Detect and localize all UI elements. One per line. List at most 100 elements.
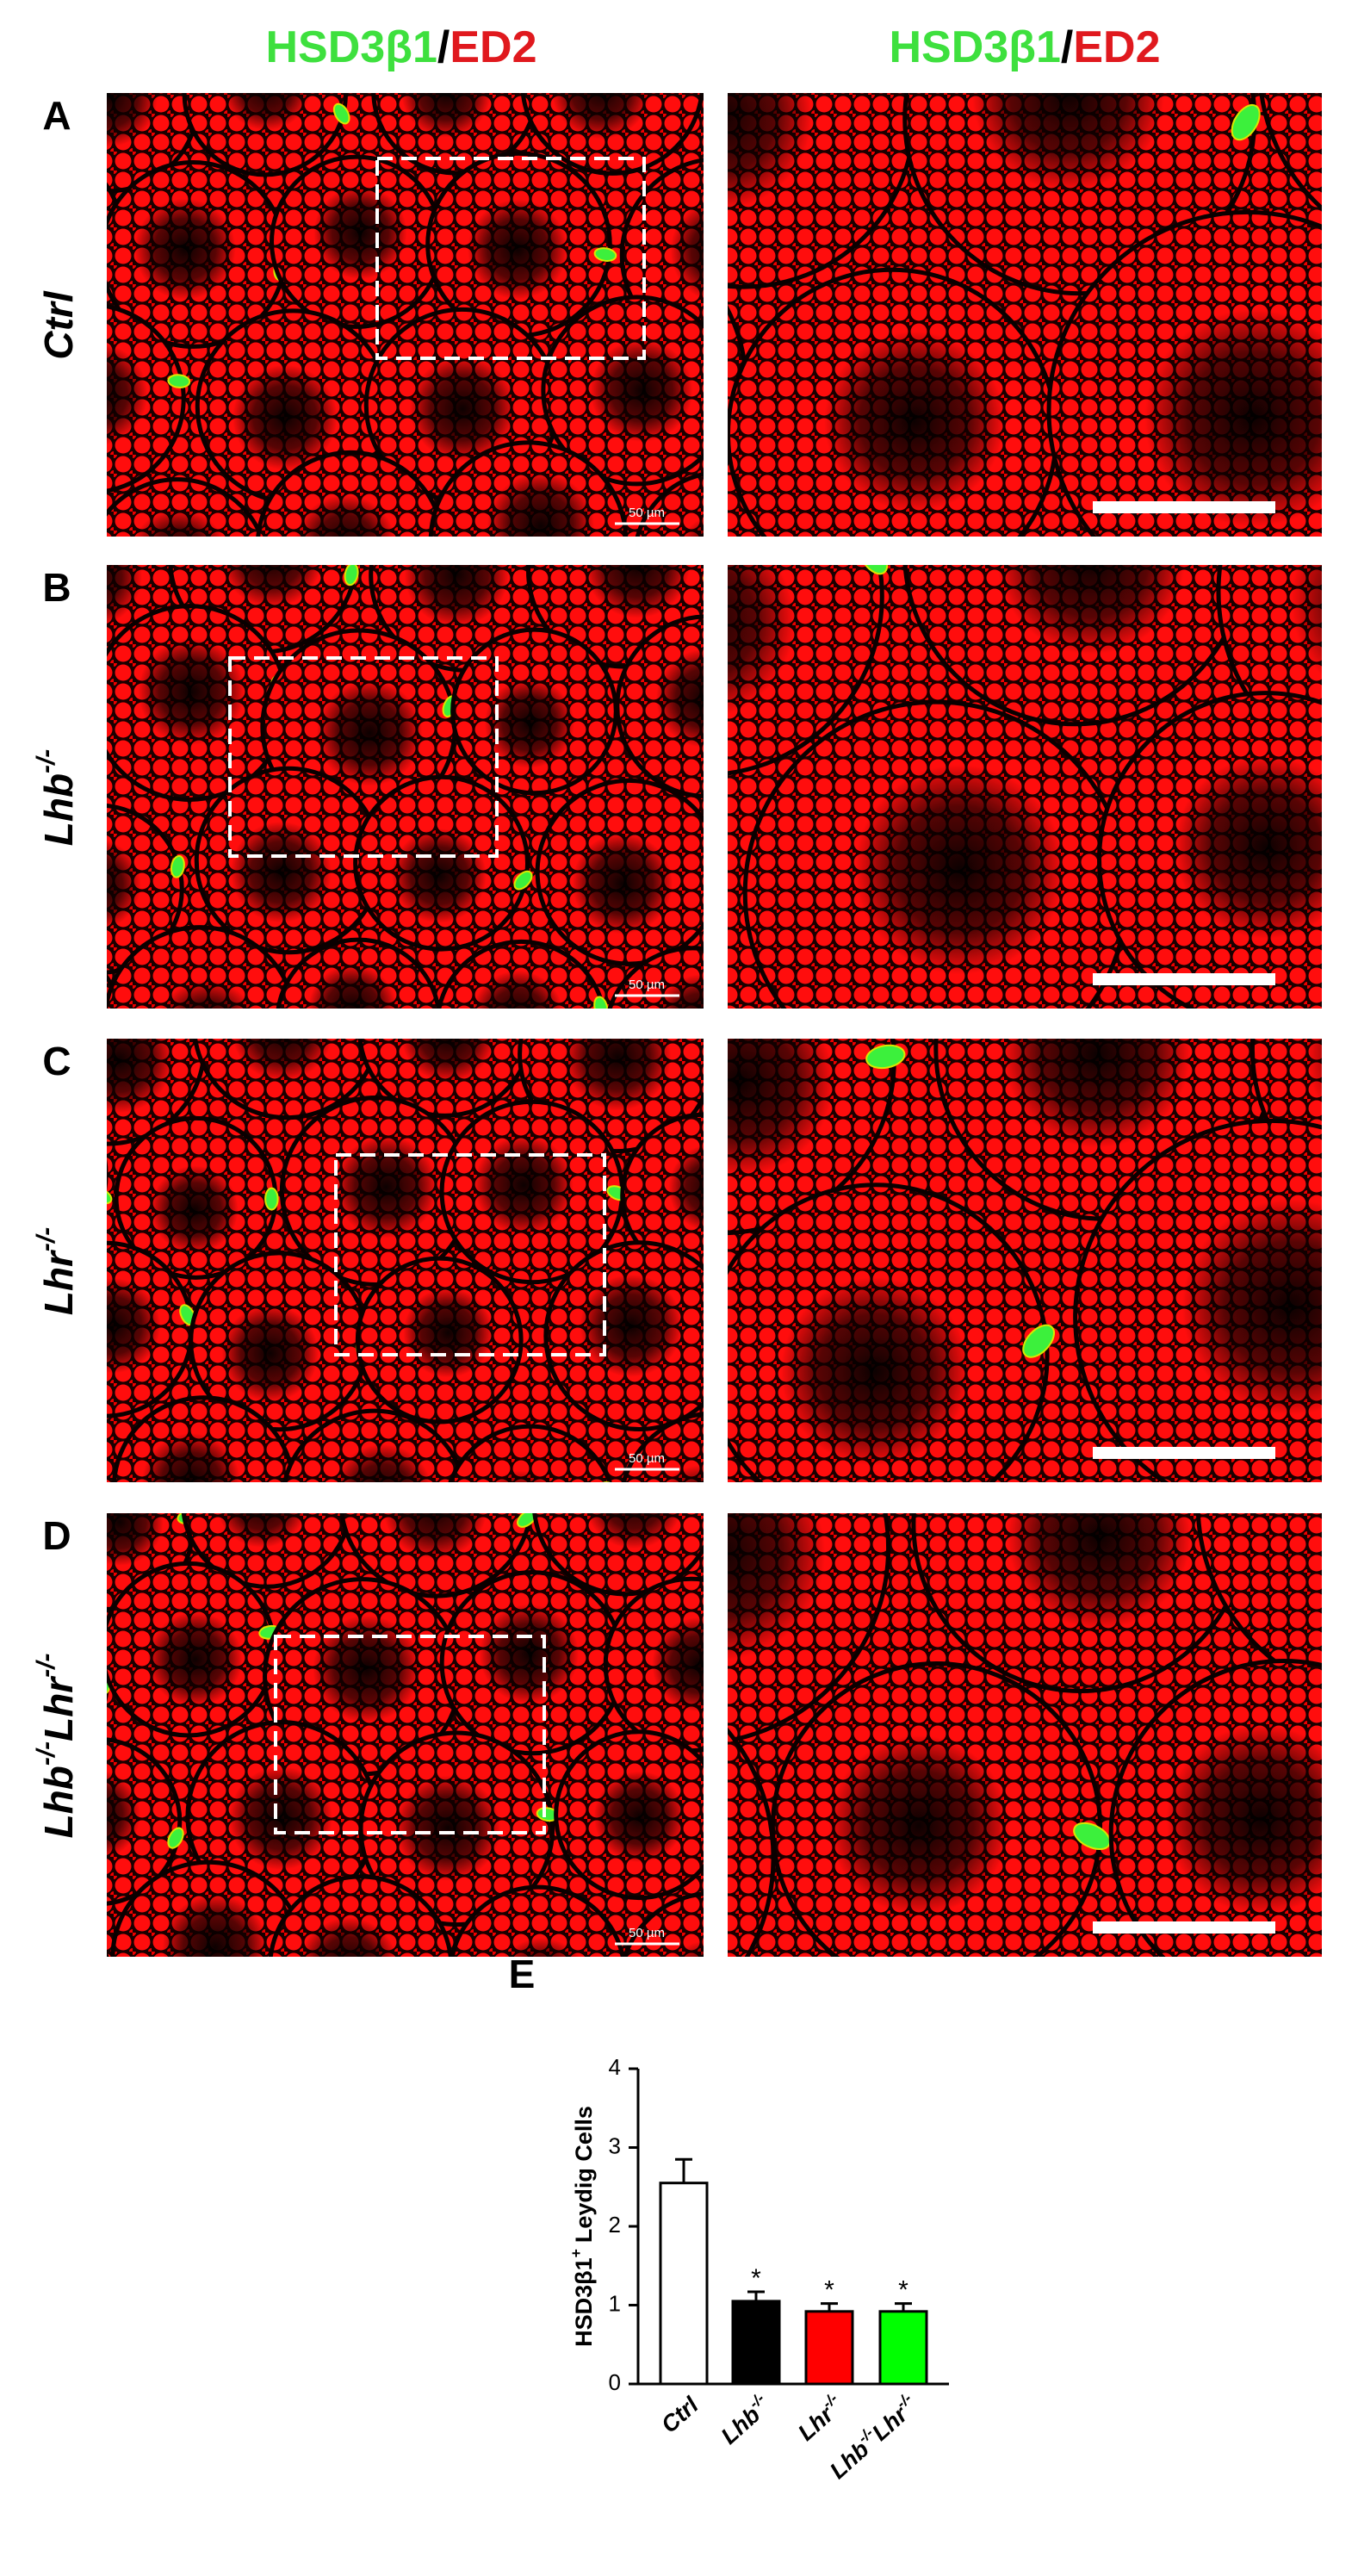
significance-marker: * <box>751 2264 761 2293</box>
y-tick-label: 4 <box>609 2054 621 2080</box>
tubule <box>520 93 704 176</box>
tubule-lumen <box>316 680 423 786</box>
leydig-cell <box>98 537 121 562</box>
tubule <box>1259 93 1322 211</box>
tubule-lumen <box>655 649 704 748</box>
leydig-cell <box>334 1487 358 1511</box>
leydig-cell <box>599 1481 622 1482</box>
superscript: -/- <box>32 749 60 773</box>
tubule-lumen <box>670 201 704 301</box>
tubule-lumen <box>107 1771 141 1859</box>
tubule-lumen <box>780 1276 970 1466</box>
leydig-cell <box>513 870 533 891</box>
tubule-lumen <box>1003 1039 1191 1148</box>
leydig-cell <box>1231 103 1261 141</box>
tubule-lumen <box>0 663 62 763</box>
tubule <box>0 316 10 479</box>
text-part: / <box>1061 22 1073 72</box>
leydig-cell <box>167 374 191 388</box>
tubule-lumen <box>680 517 704 537</box>
y-tick-label: 0 <box>609 2369 621 2395</box>
tubule-lumen <box>823 331 1005 512</box>
tubule-lumen <box>138 638 245 746</box>
leydig-cell <box>86 698 103 722</box>
scale-bar-label: 50 µm <box>629 1926 665 1940</box>
leydig-cell <box>167 1827 184 1849</box>
zoom-box <box>334 1153 606 1356</box>
leydig-cell <box>865 1044 906 1070</box>
tubule-lumen <box>1166 1724 1322 1915</box>
tubule-lumen <box>133 508 224 537</box>
tubule-lumen <box>162 1894 268 1957</box>
tubule-lumen <box>221 1305 319 1402</box>
leydig-cell <box>593 247 617 262</box>
micrograph <box>728 1039 1322 1482</box>
tubule-lumen <box>410 356 516 462</box>
tubule-lumen <box>217 1513 307 1549</box>
text-part: Leydig Cells <box>571 2106 597 2243</box>
leydig-cell <box>4 1335 17 1356</box>
tubule <box>181 1513 353 1589</box>
tubule-lumen <box>160 980 254 1009</box>
leydig-cell <box>16 593 38 607</box>
tubule <box>1195 1513 1322 1691</box>
tubule-lumen <box>3 834 93 924</box>
y-tick-label: 3 <box>609 2132 621 2158</box>
tubule <box>182 93 348 177</box>
tubule-lumen <box>0 1936 82 2028</box>
superscript: -/- <box>32 1654 60 1678</box>
tubule-lumen <box>472 970 564 1009</box>
tubule-lumen <box>854 764 1065 975</box>
tubule-lumen <box>221 565 323 608</box>
tubule <box>268 1874 453 1957</box>
tubule-lumen <box>479 1604 580 1704</box>
tubule-lumen <box>490 1470 552 1482</box>
tubule-lumen <box>295 494 396 537</box>
tubule-lumen <box>307 965 398 1009</box>
leydig-cell <box>593 996 609 1009</box>
row-label: Lhb-/- <box>32 749 81 847</box>
panel-letter: A <box>42 93 71 138</box>
text-part: / <box>437 22 450 72</box>
tubule <box>107 1951 109 1957</box>
tubule-lumen <box>0 355 79 459</box>
tubule-lumen <box>404 565 509 627</box>
superscript: + <box>567 2249 585 2257</box>
text-part: ED2 <box>450 22 536 72</box>
tubule-lumen <box>503 1937 580 1957</box>
leydig-cell <box>332 102 350 125</box>
tubule-lumen <box>401 93 492 138</box>
tubule-lumen <box>564 1039 672 1111</box>
tubule-lumen <box>107 344 148 445</box>
bar <box>878 2310 928 2386</box>
tubule-lumen <box>1290 565 1322 677</box>
leydig-cell <box>6 91 28 116</box>
tubule-lumen <box>1174 755 1322 940</box>
tubule-lumen <box>313 185 407 280</box>
zoom-box <box>228 656 499 858</box>
leydig-cell <box>0 838 11 862</box>
leydig-cell <box>170 854 185 878</box>
tubule-lumen <box>334 1135 437 1238</box>
micrograph <box>728 93 1322 537</box>
panel-letter: C <box>42 1039 71 1083</box>
tubule <box>0 783 6 943</box>
micrograph: 50 µm <box>0 0 704 562</box>
tubule-lumen <box>1008 1513 1192 1629</box>
text-part: Ctrl <box>36 290 81 359</box>
tubule <box>621 1412 704 1482</box>
tubule-lumen <box>586 1513 682 1549</box>
tubule-lumen <box>551 93 651 140</box>
leydig-cell <box>703 572 704 587</box>
tubule-lumen <box>652 1617 704 1712</box>
tubule <box>448 1424 612 1482</box>
tubule <box>296 0 468 12</box>
bar <box>659 2182 709 2386</box>
text-part: Lhb <box>36 773 81 846</box>
scale-bar-label: 50 µm <box>629 1451 665 1466</box>
tubule-lumen <box>593 1771 685 1863</box>
text-part: Lhb <box>36 1766 81 1838</box>
tubule-lumen <box>1318 1513 1322 1521</box>
leydig-cell <box>24 1487 47 1511</box>
scale-bar-label: 50 µm <box>629 978 665 992</box>
